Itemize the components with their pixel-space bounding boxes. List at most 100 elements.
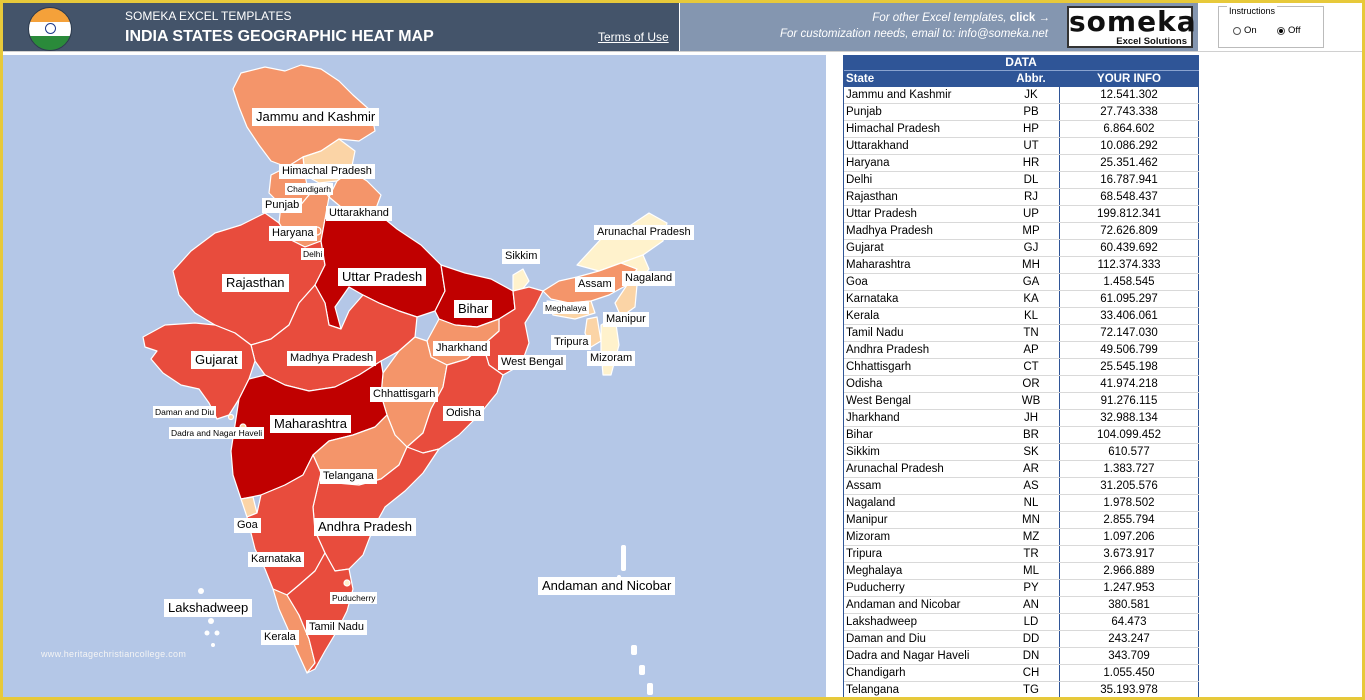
cell-info[interactable]: 61.095.297	[1059, 291, 1199, 307]
cell-info[interactable]: 1.383.727	[1059, 461, 1199, 477]
cell-info[interactable]: 72.147.030	[1059, 325, 1199, 341]
map-label-nl: Nagaland	[622, 271, 676, 286]
cell-info[interactable]: 68.548.437	[1059, 189, 1199, 205]
cell-info[interactable]: 91.276.115	[1059, 393, 1199, 409]
table-row: Lakshadweep LD 64.473	[843, 614, 1199, 631]
customization-email[interactable]: For customization needs, email to: info@…	[780, 28, 1048, 40]
cell-state: Andaman and Nicobar	[846, 599, 961, 611]
map-label-mp: Madhya Pradesh	[287, 351, 377, 366]
cell-state: Sikkim	[846, 446, 880, 458]
cell-abbr: GA	[1022, 276, 1040, 288]
table-row: Arunachal Pradesh AR 1.383.727	[843, 461, 1199, 478]
map-label-kl: Kerala	[261, 630, 299, 645]
cell-abbr: AP	[1023, 344, 1039, 356]
cell-info[interactable]: 64.473	[1059, 614, 1199, 630]
table-row: Chandigarh CH 1.055.450	[843, 665, 1199, 682]
cell-info[interactable]: 112.374.333	[1059, 257, 1199, 273]
cell-info[interactable]: 72.626.809	[1059, 223, 1199, 239]
table-row: Delhi DL 16.787.941	[843, 172, 1199, 189]
col-header-abbr: Abbr.	[1016, 73, 1046, 85]
map-label-ka: Karnataka	[248, 552, 305, 567]
cell-info[interactable]: 12.541.302	[1059, 87, 1199, 103]
cell-info[interactable]: 1.978.502	[1059, 495, 1199, 511]
brand-label: SOMEKA EXCEL TEMPLATES	[125, 9, 292, 23]
cell-info[interactable]: 25.351.462	[1059, 155, 1199, 171]
map-label-ld: Lakshadweep	[164, 599, 253, 617]
someka-logo[interactable]: someka Excel Solutions	[1067, 5, 1197, 48]
other-templates-line[interactable]: For other Excel templates, click →	[872, 12, 1050, 24]
map-label-gj: Gujarat	[191, 351, 242, 369]
cell-info[interactable]: 380.581	[1059, 597, 1199, 613]
cell-state: Uttarakhand	[846, 140, 909, 152]
cell-state: Chhattisgarh	[846, 361, 912, 373]
cell-abbr: TR	[1023, 548, 1039, 560]
cell-info[interactable]: 16.787.941	[1059, 172, 1199, 188]
cell-abbr: CT	[1023, 361, 1039, 373]
india-flag-icon	[28, 7, 72, 51]
map-label-tr: Tripura	[551, 335, 592, 350]
map-label-ut: Uttarakhand	[326, 206, 392, 221]
cell-state: Kerala	[846, 310, 880, 322]
cell-info[interactable]: 2.855.794	[1059, 512, 1199, 528]
data-table: DATA State Abbr. YOUR INFO Jammu and Kas…	[843, 55, 1199, 697]
cell-info[interactable]: 60.439.692	[1059, 240, 1199, 256]
cell-info[interactable]: 1.055.450	[1059, 665, 1199, 681]
table-row: Odisha OR 41.974.218	[843, 376, 1199, 393]
promo-banner: For other Excel templates, click → For c…	[680, 3, 1062, 51]
cell-abbr: HP	[1023, 123, 1039, 135]
cell-info[interactable]: 243.247	[1059, 631, 1199, 647]
radio-off-dot-icon	[1233, 26, 1241, 35]
cell-info[interactable]: 1.458.545	[1059, 274, 1199, 290]
cell-abbr: BR	[1023, 429, 1039, 441]
cell-abbr: GJ	[1023, 242, 1039, 254]
logo-word: someka	[1069, 5, 1197, 38]
terms-of-use-link[interactable]: Terms of Use	[598, 30, 669, 44]
click-link[interactable]: click →	[1009, 12, 1050, 24]
cell-info[interactable]: 343.709	[1059, 648, 1199, 664]
cell-state: Daman and Diu	[846, 633, 926, 645]
table-row: Manipur MN 2.855.794	[843, 512, 1199, 529]
instructions-off-radio[interactable]: Off	[1277, 25, 1301, 36]
cell-state: Maharashtra	[846, 259, 911, 271]
cell-state: Jammu and Kashmir	[846, 89, 952, 101]
map-label-dd: Daman and Diu	[153, 406, 217, 418]
cell-abbr: OR	[1022, 378, 1040, 390]
table-row: Punjab PB 27.743.338	[843, 104, 1199, 121]
cell-info[interactable]: 35.193.978	[1059, 682, 1199, 697]
cell-info[interactable]: 1.247.953	[1059, 580, 1199, 596]
cell-info[interactable]: 41.974.218	[1059, 376, 1199, 392]
state-sk	[512, 268, 530, 292]
cell-info[interactable]: 199.812.341	[1059, 206, 1199, 222]
cell-info[interactable]: 31.205.576	[1059, 478, 1199, 494]
cell-info[interactable]: 1.097.206	[1059, 529, 1199, 545]
table-row: Jammu and Kashmir JK 12.541.302	[843, 87, 1199, 104]
cell-info[interactable]: 27.743.338	[1059, 104, 1199, 120]
cell-info[interactable]: 10.086.292	[1059, 138, 1199, 154]
cell-abbr: HR	[1022, 157, 1040, 169]
cell-abbr: MN	[1022, 514, 1040, 526]
cell-state: Manipur	[846, 514, 888, 526]
table-row: Jharkhand JH 32.988.134	[843, 410, 1199, 427]
cell-abbr: AR	[1023, 463, 1039, 475]
map-label-as: Assam	[575, 277, 615, 292]
table-body: Jammu and Kashmir JK 12.541.302 Punjab PB 27.…	[843, 87, 1199, 697]
table-row: Tamil Nadu TN 72.147.030	[843, 325, 1199, 342]
cell-info[interactable]: 49.506.799	[1059, 342, 1199, 358]
cell-info[interactable]: 104.099.452	[1059, 427, 1199, 443]
radio-on-dot-icon	[1277, 26, 1285, 35]
instructions-on-radio[interactable]: On	[1233, 25, 1257, 36]
cell-info[interactable]: 33.406.061	[1059, 308, 1199, 324]
header-banner: SOMEKA EXCEL TEMPLATES INDIA STATES GEOG…	[3, 3, 679, 51]
table-row: Sikkim SK 610.577	[843, 444, 1199, 461]
cell-info[interactable]: 610.577	[1059, 444, 1199, 460]
cell-abbr: SK	[1023, 446, 1039, 458]
cell-abbr: MZ	[1022, 531, 1040, 543]
cell-info[interactable]: 6.864.602	[1059, 121, 1199, 137]
cell-info[interactable]: 32.988.134	[1059, 410, 1199, 426]
cell-info[interactable]: 2.966.889	[1059, 563, 1199, 579]
map-label-ch: Chandigarh	[285, 183, 333, 195]
cell-info[interactable]: 25.545.198	[1059, 359, 1199, 375]
cell-info[interactable]: 3.673.917	[1059, 546, 1199, 562]
table-row: Telangana TG 35.193.978	[843, 682, 1199, 697]
table-row: Daman and Diu DD 243.247	[843, 631, 1199, 648]
